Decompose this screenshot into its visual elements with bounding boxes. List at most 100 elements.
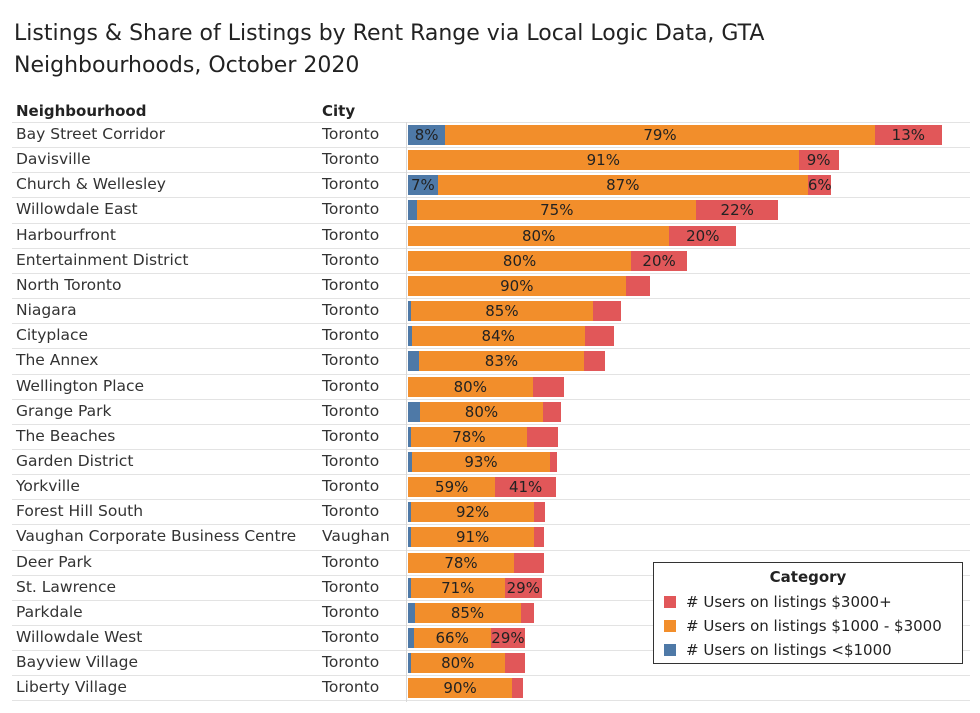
- city-label: Toronto: [322, 301, 380, 320]
- bar-data-label: 71%: [441, 578, 475, 597]
- neighbourhood-label: Grange Park: [16, 401, 112, 420]
- bar-data-label: 20%: [686, 226, 720, 245]
- bar-segment: [437, 175, 808, 196]
- bar-segment: [408, 401, 421, 422]
- city-label: Toronto: [322, 451, 380, 470]
- bar-data-label: 8%: [414, 126, 439, 144]
- city-label: Toronto: [322, 351, 380, 370]
- row-divider: [12, 373, 970, 375]
- bar-segment: [527, 426, 558, 447]
- row-divider: [12, 448, 970, 450]
- row-divider: [12, 272, 970, 274]
- bar-segment: [408, 678, 513, 699]
- city-label: Toronto: [322, 326, 380, 345]
- row-divider: [12, 549, 970, 551]
- neighbourhood-label: Willowdale East: [16, 200, 138, 219]
- neighbourhood-label: Forest Hill South: [16, 502, 144, 521]
- legend-label-under-1000: # Users on listings <$1000: [686, 641, 892, 659]
- bar-segment: [410, 301, 594, 322]
- bar-data-label: 22%: [720, 201, 754, 220]
- bar-segment: [408, 502, 411, 523]
- bar-segment: [408, 351, 420, 372]
- bar-data-label: 80%: [502, 251, 537, 270]
- bar-data-label: 80%: [441, 654, 475, 673]
- neighbourhood-label: Willowdale West: [16, 628, 143, 646]
- neighbourhood-label: The Beaches: [16, 426, 116, 445]
- bar-segment: [408, 200, 418, 221]
- bar-segment: [417, 200, 697, 221]
- city-label: Toronto: [322, 175, 380, 194]
- bar-segment: [410, 527, 535, 548]
- row-divider: [12, 474, 970, 476]
- legend-label-3000-plus: # Users on listings $3000+: [686, 593, 892, 611]
- city-label: Toronto: [322, 552, 380, 571]
- city-label: Toronto: [322, 602, 380, 621]
- bar-data-label: 9%: [806, 151, 831, 170]
- row-divider: [12, 675, 970, 677]
- bar-segment: [408, 376, 533, 397]
- bar-data-label: 90%: [500, 276, 534, 295]
- bar-segment: [408, 175, 438, 196]
- bar-segment: [408, 451, 412, 472]
- bar-data-label: 78%: [444, 553, 478, 572]
- bar-segment: [669, 225, 737, 246]
- chart-title: Listings & Share of Listings by Rent Ran…: [14, 21, 765, 78]
- bar-data-label: 84%: [481, 327, 515, 346]
- row-divider: [12, 650, 970, 652]
- bar-segment: [408, 301, 411, 322]
- city-label: Vaughan: [322, 527, 390, 546]
- plot-axis-line: [406, 122, 407, 702]
- city-label: Toronto: [322, 678, 380, 697]
- neighbourhood-label: Bay Street Corridor: [16, 125, 166, 143]
- bar-segment: [550, 451, 557, 472]
- bar-segment: [798, 150, 839, 171]
- bar-segment: [410, 577, 505, 598]
- row-divider: [12, 222, 970, 224]
- bar-data-label: 79%: [643, 126, 677, 144]
- legend-swatch-3000-plus: [664, 596, 676, 608]
- city-label: Toronto: [322, 426, 380, 445]
- neighbourhood-label: Wellington Place: [16, 376, 145, 395]
- neighbourhood-label: Bayview Village: [16, 653, 138, 672]
- neighbourhood-label: Davisville: [16, 150, 91, 169]
- bar-data-label: 66%: [435, 629, 469, 647]
- row-divider: [12, 298, 970, 300]
- bar-segment: [408, 653, 411, 674]
- bar-segment: [410, 653, 505, 674]
- row-divider: [12, 574, 970, 576]
- bar-segment: [408, 225, 670, 246]
- bar-data-label: 29%: [506, 578, 540, 597]
- bar-segment: [520, 602, 534, 623]
- bar-segment: [504, 577, 542, 598]
- neighbourhood-label: Deer Park: [16, 552, 92, 571]
- bar-segment: [495, 477, 556, 498]
- bar-segment: [410, 426, 528, 447]
- bar-segment: [414, 602, 521, 623]
- row-divider: [12, 499, 970, 501]
- neighbourhood-label: Garden District: [16, 451, 134, 470]
- legend-swatch-1000-3000: [664, 620, 676, 632]
- bar-segment: [696, 200, 779, 221]
- neighbourhood-label: Harbourfront: [16, 225, 116, 244]
- neighbourhood-label: Entertainment District: [16, 250, 189, 269]
- bar-segment: [408, 150, 799, 171]
- bar-segment: [631, 250, 687, 271]
- neighbourhood-label: North Toronto: [16, 275, 122, 294]
- row-divider: [12, 398, 970, 400]
- city-label: Toronto: [322, 275, 380, 294]
- bar-segment: [408, 426, 411, 447]
- bar-segment: [408, 577, 411, 598]
- bar-segment: [408, 602, 415, 623]
- bar-data-label: 41%: [508, 478, 543, 497]
- bar-segment: [408, 477, 496, 498]
- city-label: Toronto: [322, 653, 380, 672]
- bar-data-label: 78%: [452, 427, 486, 446]
- bar-data-label: 85%: [450, 603, 485, 622]
- neighbourhood-label: Cityplace: [16, 326, 89, 345]
- bar-segment: [419, 351, 584, 372]
- bar-data-label: 80%: [464, 402, 499, 421]
- row-divider: [12, 625, 970, 626]
- bar-segment: [534, 502, 545, 523]
- bar-segment: [534, 527, 544, 548]
- bar-data-label: 59%: [435, 478, 469, 497]
